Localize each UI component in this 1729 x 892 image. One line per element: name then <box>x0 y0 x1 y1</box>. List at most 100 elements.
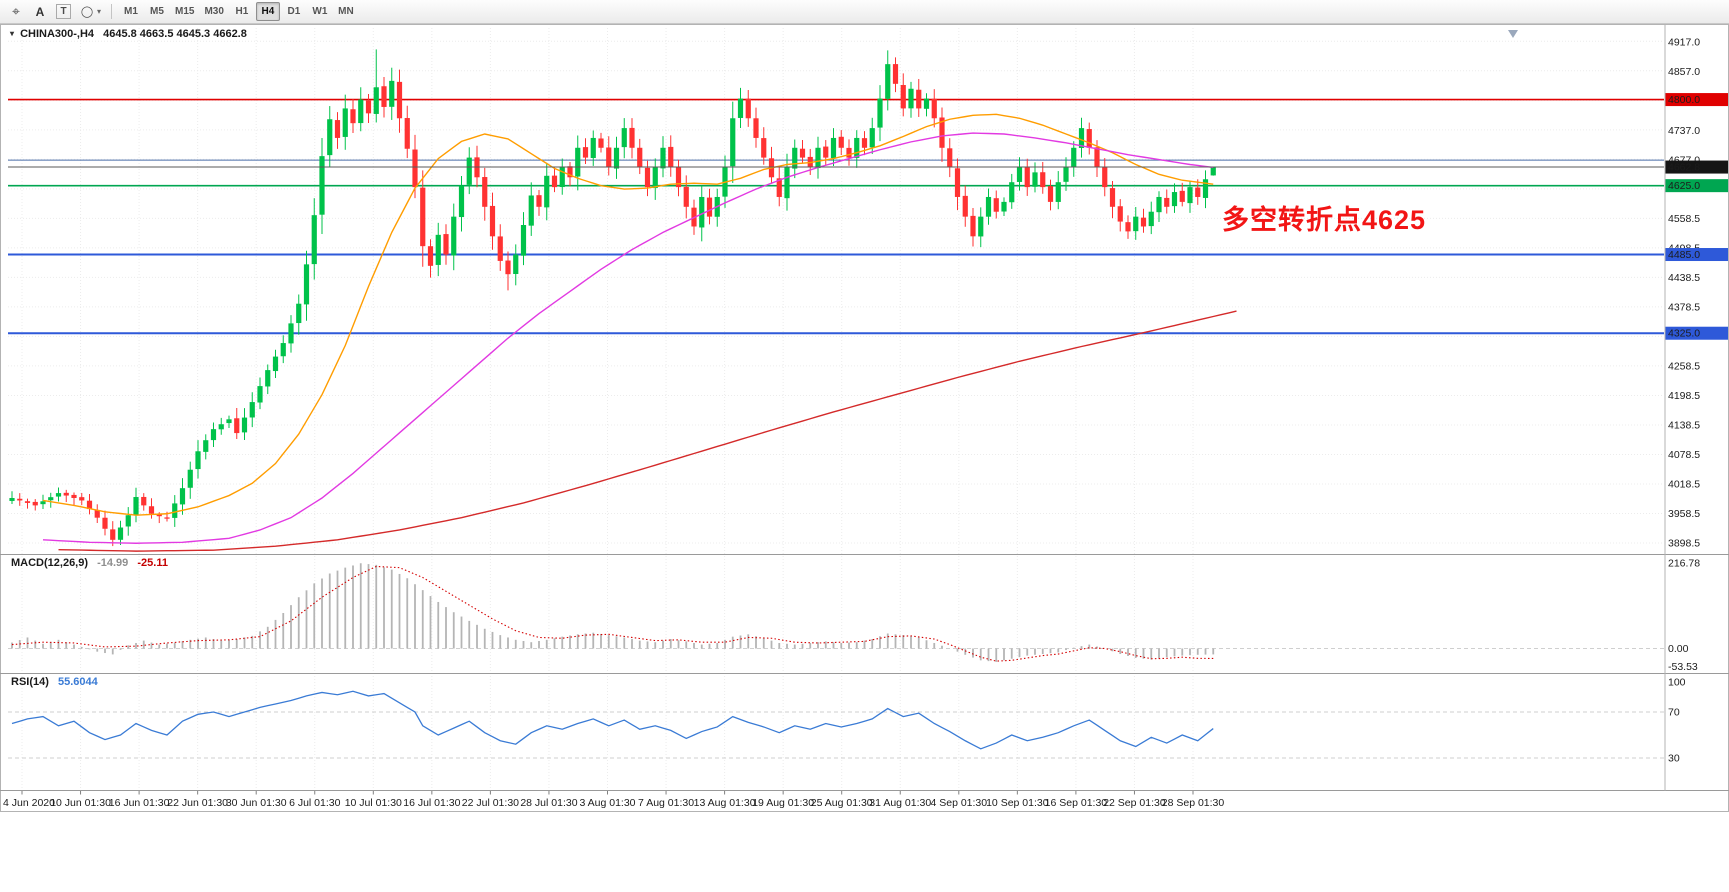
price-axis-label: 4378.5 <box>1668 301 1700 313</box>
time-axis-label: 19 Aug 01:30 <box>752 797 814 809</box>
candle-body <box>830 137 837 159</box>
candle-body <box>1071 147 1077 168</box>
time-axis-label: 28 Sep 01:30 <box>1162 797 1225 809</box>
candle-body <box>164 517 170 519</box>
timeframe-button-h1[interactable]: H1 <box>235 6 249 17</box>
timeframe-button-w1[interactable]: W1 <box>312 6 328 17</box>
rsi-line <box>11 690 1214 750</box>
candle-body <box>32 501 38 506</box>
price-badge-4625.0 <box>1665 179 1729 193</box>
candle-body <box>241 417 248 433</box>
candle-body <box>745 98 751 119</box>
macd-label: MACD(12,26,9) -14.99 -25.11 <box>11 557 174 569</box>
candle-body <box>613 147 620 169</box>
candle-body <box>520 225 527 256</box>
chart-legend[interactable]: ▾ CHINA300-,H4 4645.8 4663.5 4645.3 4662… <box>10 28 247 40</box>
candle-body <box>280 343 286 357</box>
candle-body <box>854 137 860 158</box>
candle-body <box>1133 216 1139 232</box>
crosshair-icon[interactable]: ⌖ <box>12 3 20 19</box>
candle-body <box>210 429 217 441</box>
text-label-icon[interactable]: A <box>35 4 45 19</box>
candle-body <box>1164 197 1170 207</box>
chart-canvas[interactable]: 4917.04857.04737.04677.04558.54498.54438… <box>0 24 1729 892</box>
candle-body <box>683 186 689 207</box>
text-box-icon[interactable]: T <box>56 4 71 19</box>
candle-body <box>761 138 767 158</box>
candle-body <box>730 118 736 167</box>
chart-background <box>0 24 1729 892</box>
candle-body <box>110 529 116 540</box>
price-badge-4485.0 <box>1665 248 1729 262</box>
candle-body <box>629 127 635 148</box>
macd-axis: 216.78 0.00 -53.53 <box>1668 558 1700 674</box>
candle-body <box>900 85 906 109</box>
text-annotation[interactable]: 多空转折点4625 <box>1222 205 1427 235</box>
macd-axis-label: 0.00 <box>1668 643 1689 655</box>
candle-body <box>536 195 542 207</box>
candle-body <box>172 503 178 518</box>
candle-body <box>970 215 976 237</box>
timeframe-button-m15[interactable]: M15 <box>175 6 195 17</box>
time-axis-label: 13 Aug 01:30 <box>694 797 756 809</box>
main-price-pane[interactable] <box>8 49 1664 552</box>
rsi-axis-label: 30 <box>1668 753 1680 765</box>
price-axis-label: 3958.5 <box>1668 508 1700 520</box>
timeframe-button-m5[interactable]: M5 <box>150 6 164 17</box>
candle-body <box>358 99 364 124</box>
timeframe-button-m30[interactable]: M30 <box>204 6 224 17</box>
candle-body <box>389 80 395 107</box>
macd-main-value: -14.99 <box>97 557 129 569</box>
candle-body <box>482 177 488 207</box>
candle-body <box>753 118 759 138</box>
candle-body <box>71 494 77 499</box>
candle-body <box>373 87 379 114</box>
time-axis-label: 10 Jun 01:30 <box>50 797 111 809</box>
candle-body <box>815 147 821 169</box>
time-axis-label: 25 Aug 01:30 <box>811 797 873 809</box>
timeframe-button-d1[interactable]: D1 <box>287 6 301 17</box>
candle-body <box>606 147 612 168</box>
candle-body <box>79 497 85 501</box>
price-axis-label: 4438.5 <box>1668 272 1700 284</box>
candle-body <box>327 119 333 156</box>
time-axis-label: 4 Jun 2020 <box>3 797 55 809</box>
timeframe-button-mn[interactable]: MN <box>338 6 354 17</box>
candle-body <box>1047 186 1054 202</box>
time-axis-label: 30 Jun 01:30 <box>226 797 287 809</box>
candle-body <box>1179 190 1185 202</box>
timeframe-button-m1[interactable]: M1 <box>124 6 138 17</box>
candle-body <box>133 497 139 515</box>
candle-body <box>396 81 403 119</box>
price-badge-text: 4800.0 <box>1668 94 1700 106</box>
candle-body <box>799 148 806 158</box>
candle-body <box>365 100 372 114</box>
candle-body <box>784 167 790 199</box>
candle-body <box>489 205 496 237</box>
timeframe-button-h4[interactable]: H4 <box>255 2 280 21</box>
time-axis-label: 22 Jun 01:30 <box>167 797 228 809</box>
candle-body <box>1140 217 1147 227</box>
bid-price-badge <box>1665 160 1729 174</box>
candle-body <box>954 168 961 197</box>
grid-lines <box>8 28 1664 790</box>
candle-body <box>923 98 930 109</box>
time-axis-label: 7 Aug 01:30 <box>638 797 694 809</box>
candle-body <box>125 515 131 527</box>
candle-body <box>257 386 263 403</box>
candle-body <box>1078 128 1085 148</box>
candle-body <box>296 303 302 324</box>
candle-body <box>55 493 62 497</box>
candle-body <box>1187 187 1193 204</box>
shapes-icon[interactable]: ◯ <box>80 6 94 18</box>
candle-body <box>272 356 279 372</box>
candle-body <box>598 138 604 148</box>
candle-body <box>1001 201 1007 212</box>
candle-body <box>412 149 418 188</box>
chart-shift-marker[interactable] <box>1508 30 1518 38</box>
candle-body <box>265 370 271 387</box>
shapes-caret-icon[interactable]: ▾ <box>96 7 101 16</box>
candle-body <box>86 500 93 510</box>
candle-body <box>117 527 124 540</box>
